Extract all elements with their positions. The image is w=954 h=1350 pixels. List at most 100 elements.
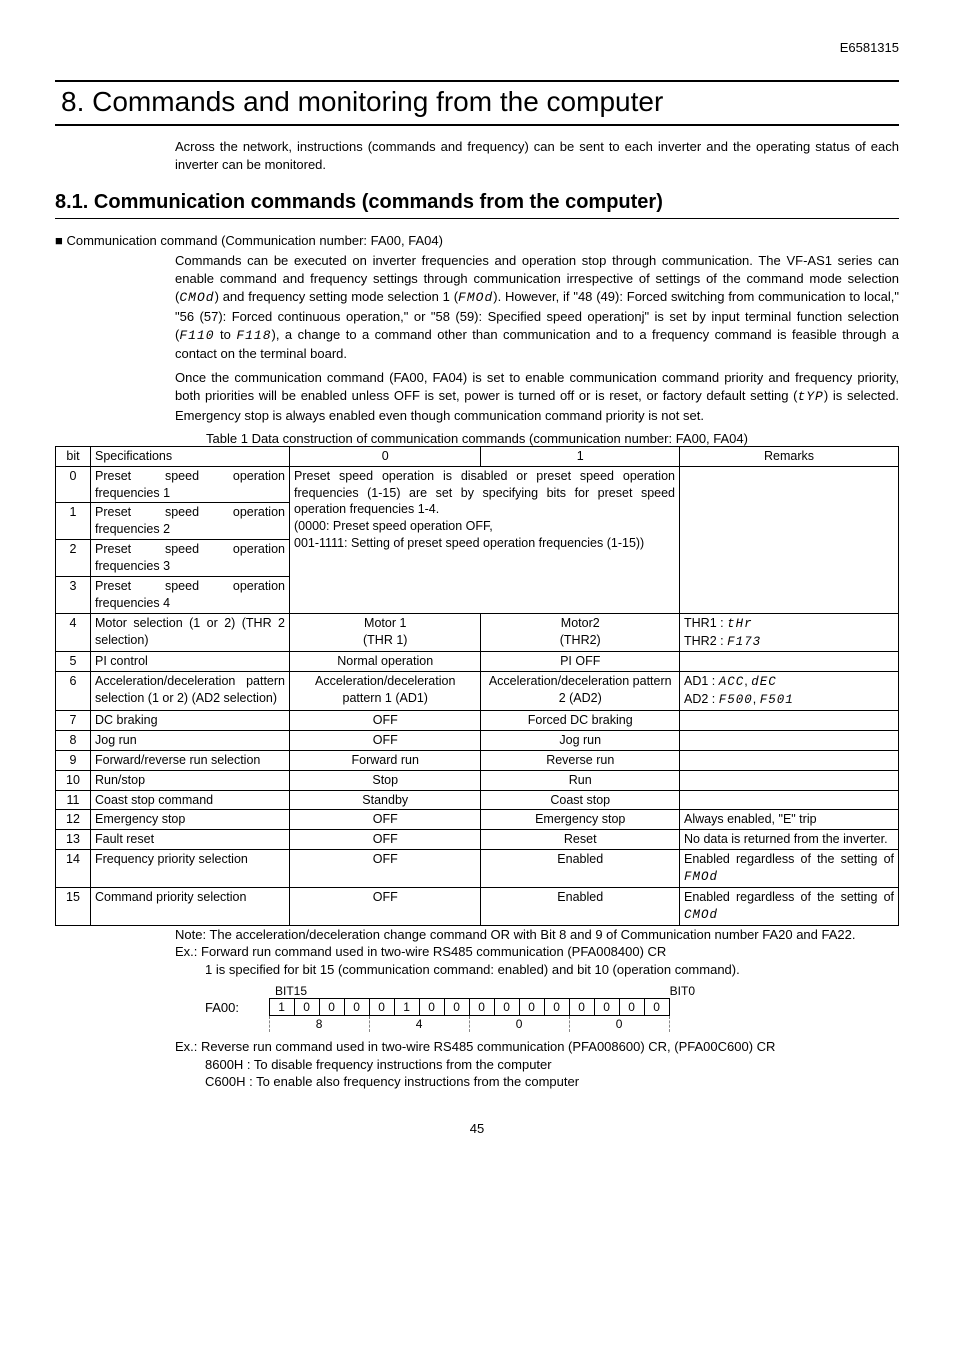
cell-bit: 2 xyxy=(56,540,91,577)
bit-cell: 0 xyxy=(644,999,669,1016)
cell-rem: Enabled regardless of the setting of CMO… xyxy=(680,887,899,925)
cell-bit: 8 xyxy=(56,730,91,750)
cell-rem xyxy=(680,790,899,810)
intro-text: Across the network, instructions (comman… xyxy=(175,138,899,173)
seg-cmod: CMOd xyxy=(179,290,214,305)
cell-1: Jog run xyxy=(481,730,680,750)
bit0-label: BIT0 xyxy=(670,984,695,998)
example-1: Ex.: Forward run command used in two-wir… xyxy=(175,943,899,961)
cell-spec: Motor selection (1 or 2) (THR 2 selectio… xyxy=(91,613,290,652)
th-spec: Specifications xyxy=(91,446,290,466)
cell-0: OFF xyxy=(290,810,481,830)
seg-f110: F110 xyxy=(179,328,214,343)
cell-1: Run xyxy=(481,770,680,790)
cell-rem: No data is returned from the inverter. xyxy=(680,830,899,850)
bit-cell: 0 xyxy=(544,999,569,1016)
cell-0: Standby xyxy=(290,790,481,810)
command-table: bit Specifications 0 1 Remarks 0 Preset … xyxy=(55,446,899,926)
cell-rem: Always enabled, "E" trip xyxy=(680,810,899,830)
hex-cell: 8 xyxy=(269,1016,369,1033)
note-text: Note: The acceleration/deceleration chan… xyxy=(175,926,899,944)
table-caption: Table 1 Data construction of communicati… xyxy=(55,431,899,446)
paragraph-1: Commands can be executed on inverter fre… xyxy=(175,252,899,363)
cell-spec: Jog run xyxy=(91,730,290,750)
cell-0: OFF xyxy=(290,730,481,750)
cell-0: Acceleration/deceleration pattern 1 (AD1… xyxy=(290,672,481,711)
bit-cell: 0 xyxy=(519,999,544,1016)
cell-spec: DC braking xyxy=(91,711,290,731)
cell-1: Enabled xyxy=(481,850,680,888)
cell-spec: Frequency priority selection xyxy=(91,850,290,888)
bit-cell: 0 xyxy=(444,999,469,1016)
cell-spec: Preset speed operation frequencies 3 xyxy=(91,540,290,577)
seg-fmod: FMOd xyxy=(458,290,493,305)
cell-1: Reset xyxy=(481,830,680,850)
bit-cell: 0 xyxy=(419,999,444,1016)
cell-merged-03: Preset speed operation is disabled or pr… xyxy=(290,466,680,613)
cell-spec: Emergency stop xyxy=(91,810,290,830)
hex-cell: 0 xyxy=(569,1016,669,1033)
cell-bit: 9 xyxy=(56,750,91,770)
th-rem: Remarks xyxy=(680,446,899,466)
th-1: 1 xyxy=(481,446,680,466)
seg-typ: tYP xyxy=(797,389,823,404)
cell-bit: 13 xyxy=(56,830,91,850)
fa00-label: FA00: xyxy=(205,998,265,1015)
example-2b: C600H : To enable also frequency instruc… xyxy=(205,1073,899,1091)
cell-1: Reverse run xyxy=(481,750,680,770)
cell-spec: Run/stop xyxy=(91,770,290,790)
subsection-heading: Communication command (Communication num… xyxy=(55,233,899,248)
bit15-label: BIT15 xyxy=(275,984,307,998)
cell-bit: 0 xyxy=(56,466,91,503)
cell-spec: Preset speed operation frequencies 4 xyxy=(91,576,290,613)
cell-1: Emergency stop xyxy=(481,810,680,830)
p1d: to xyxy=(215,327,237,342)
bit-cell: 0 xyxy=(494,999,519,1016)
cell-0: Normal operation xyxy=(290,652,481,672)
p1e: ), a change to a command other than comm… xyxy=(175,327,899,361)
bit-cell: 0 xyxy=(294,999,319,1016)
bit-cell: 1 xyxy=(269,999,294,1016)
cell-bit: 10 xyxy=(56,770,91,790)
example-1b: 1 is specified for bit 15 (communication… xyxy=(205,961,899,979)
seg-f118: F118 xyxy=(236,328,271,343)
bit-cell: 0 xyxy=(344,999,369,1016)
cell-1: Coast stop xyxy=(481,790,680,810)
cell-rem xyxy=(680,652,899,672)
cell-bit: 3 xyxy=(56,576,91,613)
bit-diagram: BIT15 BIT0 FA00: 1 0 0 0 0 1 0 0 0 0 0 0… xyxy=(205,984,899,1032)
bit-table: 1 0 0 0 0 1 0 0 0 0 0 0 0 0 0 0 8 4 0 0 xyxy=(269,998,670,1032)
cell-spec: Forward/reverse run selection xyxy=(91,750,290,770)
bit-cell: 0 xyxy=(594,999,619,1016)
example-2a: 8600H : To disable frequency instruction… xyxy=(205,1056,899,1074)
cell-0: Stop xyxy=(290,770,481,790)
cell-0: Forward run xyxy=(290,750,481,770)
bit-cell: 1 xyxy=(394,999,419,1016)
cell-spec: Preset speed operation frequencies 2 xyxy=(91,503,290,540)
cell-spec: Preset speed operation frequencies 1 xyxy=(91,466,290,503)
cell-spec: Command priority selection xyxy=(91,887,290,925)
cell-spec: Acceleration/deceleration pattern select… xyxy=(91,672,290,711)
cell-rem: THR1 : tHr THR2 : F173 xyxy=(680,613,899,652)
section-title: 8.1. Communication commands (commands fr… xyxy=(55,191,899,219)
hex-cell: 4 xyxy=(369,1016,469,1033)
chapter-title: 8. Commands and monitoring from the comp… xyxy=(55,80,899,126)
cell-0: Motor 1 (THR 1) xyxy=(290,613,481,652)
cell-0: OFF xyxy=(290,850,481,888)
cell-bit: 6 xyxy=(56,672,91,711)
cell-0: OFF xyxy=(290,887,481,925)
bit-cell: 0 xyxy=(469,999,494,1016)
paragraph-2: Once the communication command (FA00, FA… xyxy=(175,369,899,425)
cell-spec: Coast stop command xyxy=(91,790,290,810)
cell-1: Acceleration/deceleration pattern 2 (AD2… xyxy=(481,672,680,711)
bit-cell: 0 xyxy=(319,999,344,1016)
cell-0: OFF xyxy=(290,711,481,731)
cell-bit: 7 xyxy=(56,711,91,731)
cell-bit: 1 xyxy=(56,503,91,540)
cell-spec: PI control xyxy=(91,652,290,672)
p2a: Once the communication command (FA00, FA… xyxy=(175,370,899,403)
bit-cell: 0 xyxy=(369,999,394,1016)
cell-rem: Enabled regardless of the setting of FMO… xyxy=(680,850,899,888)
cell-rem xyxy=(680,770,899,790)
cell-rem xyxy=(680,750,899,770)
